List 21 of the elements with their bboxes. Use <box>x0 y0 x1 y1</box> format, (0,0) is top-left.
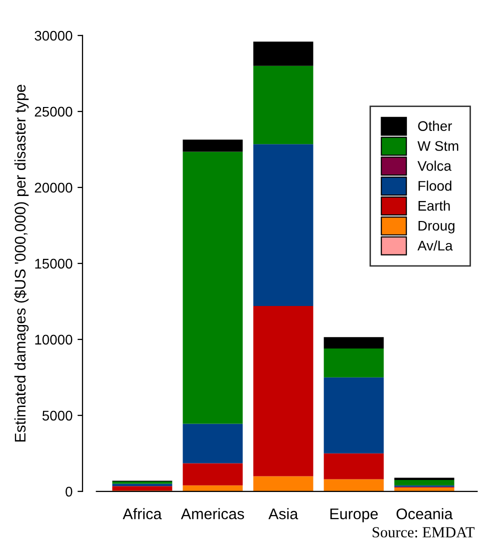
y-tick-label: 25000 <box>34 106 72 117</box>
y-tick-label: 5000 <box>42 410 72 421</box>
y-tick-label: 30000 <box>34 30 72 41</box>
y-tick-label: 0 <box>66 486 72 497</box>
x-tick-label: Africa <box>122 508 162 520</box>
legend-label: Earth <box>418 200 450 211</box>
x-tick-label: Europe <box>330 508 378 522</box>
legend-label: Droug <box>418 220 454 234</box>
source-note: Source: EMDAT <box>372 527 475 538</box>
x-tick-label: Americas <box>180 508 244 520</box>
legend-label: Flood <box>418 180 452 191</box>
y-tick-label: 15000 <box>35 258 72 269</box>
legend-label: Other <box>418 120 452 131</box>
legend-label: W Stm <box>418 141 458 151</box>
y-axis-title: Estimated damages ($US '000,000) per disaster type <box>14 84 29 442</box>
x-tick-label: Oceania <box>396 508 453 520</box>
x-tick-label: Asia <box>268 508 298 520</box>
legend-label: Av/La <box>417 240 453 251</box>
y-tick-label: 20000 <box>34 182 72 193</box>
legend-label: Volca <box>418 160 452 171</box>
y-tick-label: 10000 <box>35 334 72 345</box>
